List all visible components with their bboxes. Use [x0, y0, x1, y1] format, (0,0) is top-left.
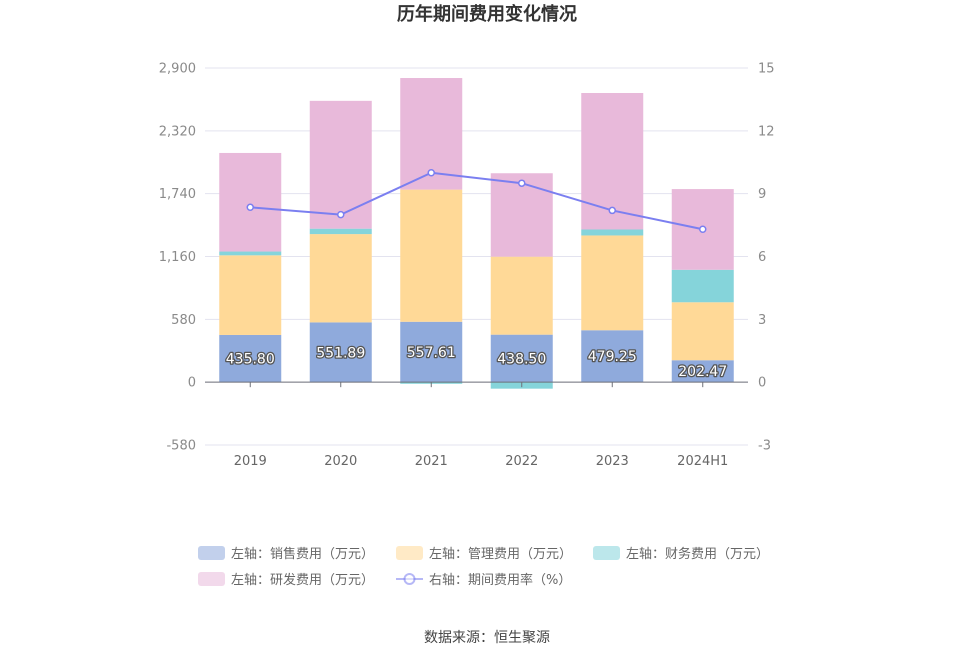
left-axis-tick-label: -580 [166, 439, 196, 454]
bar-1-2020[interactable] [309, 322, 372, 383]
bar-value-label: 557.61 [407, 345, 456, 361]
legend-label: 左轴：管理费用（万元） [429, 547, 572, 562]
legend-swatch [198, 546, 225, 560]
legend-label: 左轴：研发费用（万元） [231, 572, 374, 588]
bar-3-2019[interactable] [219, 251, 282, 256]
left-axis-tick-label: 580 [171, 313, 196, 328]
x-axis: 2019 2020 2021 2022 2023 2024H1 [205, 381, 748, 469]
bar-1-2023[interactable] [581, 330, 644, 383]
rate-point[interactable] [337, 210, 345, 219]
bar-value-label: 479.25 [588, 349, 637, 365]
source-note: 数据来源：恒生聚源 [424, 630, 550, 646]
rate-line [246, 168, 707, 234]
right-axis-tick-label: 0 [758, 376, 766, 391]
x-axis-label: 2020 [324, 454, 357, 469]
rate-point[interactable] [608, 206, 616, 215]
bar-4-2019[interactable] [219, 152, 282, 252]
legend-item[interactable]: 左轴：研发费用（万元） [198, 572, 374, 588]
x-axis-label: 2021 [415, 454, 448, 469]
bar-3-2024H1[interactable] [671, 269, 734, 303]
legend-item[interactable]: 左轴：管理费用（万元） [396, 546, 572, 562]
bar-value-label: 435.80 [226, 352, 275, 368]
bar-value-label: 438.50 [497, 351, 546, 367]
left-axis-tick-label: 2,320 [159, 124, 196, 139]
legend-item[interactable]: 左轴：财务费用（万元） [593, 546, 769, 562]
bar-value-label: 551.89 [316, 345, 365, 361]
right-axis-tick-label: 15 [758, 62, 775, 77]
legend-item[interactable]: 右轴：期间费用率（%） [396, 572, 571, 588]
bar-2-2024H1[interactable] [671, 302, 734, 361]
x-axis-label: 2019 [234, 454, 267, 469]
left-axis-tick-label: 1,740 [159, 187, 196, 202]
left-axis-tick-label: 0 [188, 376, 196, 391]
legend-swatch [198, 572, 225, 586]
legend-label: 左轴：财务费用（万元） [626, 546, 769, 562]
x-axis-label: 2024H1 [677, 454, 728, 469]
bar-2-2019[interactable] [219, 255, 282, 335]
bar-4-2022[interactable] [490, 173, 553, 257]
grid-lines [205, 67, 748, 446]
legend-item[interactable]: 左轴：销售费用（万元） [198, 546, 374, 562]
bar-4-2020[interactable] [309, 100, 372, 229]
bar-2-2022[interactable] [490, 256, 553, 335]
rate-point[interactable] [427, 168, 435, 177]
chart-title: 历年期间费用变化情况 [397, 3, 577, 25]
legend-label: 左轴：销售费用（万元） [231, 546, 374, 562]
bar-1-2021[interactable] [400, 321, 463, 383]
bar-1-2024H1[interactable] [671, 360, 734, 383]
legend-label: 右轴：期间费用率（%） [429, 572, 571, 588]
legend-marker [403, 573, 416, 585]
bars [219, 78, 734, 389]
right-axis-tick-label: 6 [758, 250, 766, 265]
rate-point[interactable] [699, 225, 707, 234]
bar-1-2019[interactable] [219, 334, 282, 383]
x-axis-label: 2023 [596, 454, 629, 469]
right-axis-tick-label: -3 [758, 439, 771, 454]
legend-swatch [396, 546, 423, 560]
bar-2-2020[interactable] [309, 234, 372, 323]
bar-2-2023[interactable] [581, 235, 644, 331]
right-axis-tick-label: 12 [758, 124, 775, 139]
right-axis-tick-label: 3 [758, 313, 766, 328]
legend-swatch [593, 546, 620, 560]
rate-point[interactable] [246, 203, 254, 212]
bar-3-2020[interactable] [309, 228, 372, 235]
x-axis-label: 2022 [505, 454, 538, 469]
right-axis: -3 0 3 6 9 12 15 [758, 62, 775, 454]
bar-labels: 435.80 551.89 557.61 438.50 479.25 202.47 [224, 344, 728, 382]
bar-3-2023[interactable] [581, 229, 644, 236]
bar-1-2022[interactable] [490, 334, 553, 383]
left-axis: -580 0 580 1,160 1,740 2,320 2,900 [159, 62, 196, 454]
rate-line-path [250, 171, 703, 231]
right-axis-tick-label: 9 [758, 187, 766, 202]
left-axis-tick-label: 1,160 [159, 250, 196, 265]
bar-value-label: 202.47 [678, 364, 727, 380]
rate-point[interactable] [518, 179, 526, 187]
left-axis-tick-label: 2,900 [159, 62, 196, 77]
bar-2-2021[interactable] [400, 189, 463, 322]
legend: 左轴：销售费用（万元） 左轴：管理费用（万元） 左轴：财务费用（万元） 左轴：研发费用… [198, 546, 769, 588]
